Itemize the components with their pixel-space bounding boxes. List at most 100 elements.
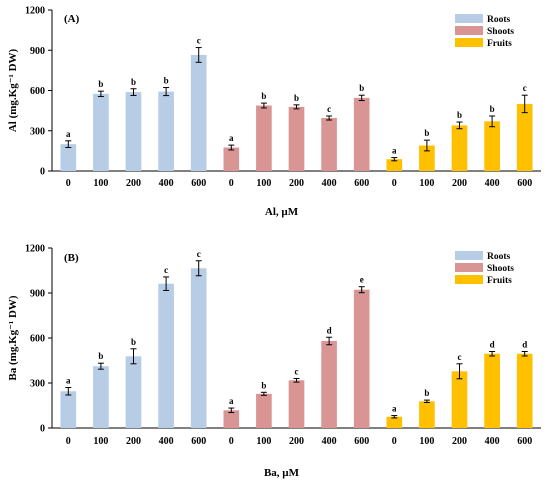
bar-roots [60,144,77,171]
y-tick-label: 900 [30,46,45,57]
x-tick-label: 200 [126,436,141,447]
y-tick-label: 0 [40,424,45,435]
x-tick-label: 600 [517,436,532,447]
chart-panel-2: 0 300 600 900 1200 a 0 b 100 b 200 c 400 c 600 a 0 b 100 c 2… [7,244,541,479]
significance-letter: b [261,91,266,101]
significance-letter: b [294,93,299,103]
legend-label-fruits: Fruits [487,39,512,49]
bar-roots [125,92,142,171]
x-tick-label: 200 [452,436,467,447]
significance-letter: b [490,104,495,114]
x-tick-label: 0 [66,178,71,189]
y-tick-label: 1200 [25,244,45,255]
panel-label: (B) [64,252,79,264]
bar-shoots [256,393,272,428]
y-tick-label: 300 [30,379,45,390]
bar-shoots [256,105,272,171]
x-tick-label: 600 [191,436,206,447]
bar-shoots [353,289,370,428]
bar-roots [60,391,77,428]
x-tick-label: 600 [191,178,206,189]
x-tick-label: 100 [256,436,271,447]
legend-swatch-shoots [455,26,483,35]
x-tick-label: 100 [93,178,108,189]
bar-fruits [386,416,403,428]
significance-letter: a [66,129,71,139]
significance-letter: a [229,396,234,406]
y-axis-title: Al (mg.Kg⁻¹ DW) [7,48,19,132]
bar-roots [125,356,142,428]
x-axis-title: Al, µM [265,206,299,218]
significance-letter: a [229,133,234,143]
x-tick-label: 400 [159,436,174,447]
legend-swatch-roots [455,14,483,23]
significance-letter: e [360,275,364,285]
y-tick-label: 0 [40,167,45,178]
x-tick-label: 200 [289,178,304,189]
x-tick-label: 0 [392,436,397,447]
x-tick-label: 0 [229,436,234,447]
x-tick-label: 0 [229,178,234,189]
y-axis-title: Ba (mg.Kg⁻¹ DW) [7,295,19,381]
x-tick-label: 600 [354,178,369,189]
y-tick-label: 1200 [25,6,45,17]
legend-swatch-roots [455,251,483,260]
significance-letter: c [197,249,201,259]
significance-letter: b [359,83,364,93]
bar-roots [93,93,109,171]
significance-letter: d [522,340,527,350]
x-tick-label: 100 [256,178,271,189]
significance-letter: d [490,340,495,350]
significance-letter: b [98,351,103,361]
x-tick-label: 600 [354,436,369,447]
x-tick-label: 200 [289,436,304,447]
x-tick-label: 400 [322,436,337,447]
x-axis-title: Ba, µM [264,467,300,479]
bar-shoots [288,106,305,171]
x-tick-label: 200 [126,178,141,189]
significance-letter: c [295,367,299,377]
significance-letter: c [458,352,462,362]
bar-fruits [386,159,403,171]
significance-letter: c [523,83,527,93]
significance-letter: d [327,325,332,335]
bar-fruits [419,401,435,428]
y-tick-label: 600 [30,86,45,97]
bar-fruits [451,125,468,171]
legend-label-shoots: Shoots [487,264,514,274]
significance-letter: b [457,110,462,120]
significance-letter: b [424,388,429,398]
significance-letter: c [164,265,168,275]
bar-shoots [321,118,337,171]
x-tick-label: 0 [392,178,397,189]
x-tick-label: 600 [517,178,532,189]
y-tick-label: 300 [30,126,45,137]
bar-fruits [516,103,533,171]
bar-roots [93,366,109,428]
bar-shoots [223,147,240,171]
bar-roots [158,283,174,428]
significance-letter: b [131,77,136,87]
legend-label-roots: Roots [487,252,511,262]
bar-shoots [321,341,337,428]
x-tick-label: 100 [419,436,434,447]
significance-letter: b [164,76,169,86]
legend: Roots Shoots Fruits [455,251,514,286]
x-tick-label: 100 [93,436,108,447]
x-tick-label: 200 [452,178,467,189]
x-tick-label: 0 [66,436,71,447]
significance-letter: c [327,104,331,114]
bar-roots [190,268,207,428]
legend-label-shoots: Shoots [487,27,514,37]
bar-fruits [451,371,468,428]
significance-letter: a [66,376,71,386]
significance-letter: b [98,79,103,89]
legend: Roots Shoots Fruits [455,14,514,49]
bar-fruits [516,353,533,428]
significance-letter: a [392,404,397,414]
x-tick-label: 400 [322,178,337,189]
legend-swatch-fruits [455,275,483,284]
bar-roots [190,54,207,172]
